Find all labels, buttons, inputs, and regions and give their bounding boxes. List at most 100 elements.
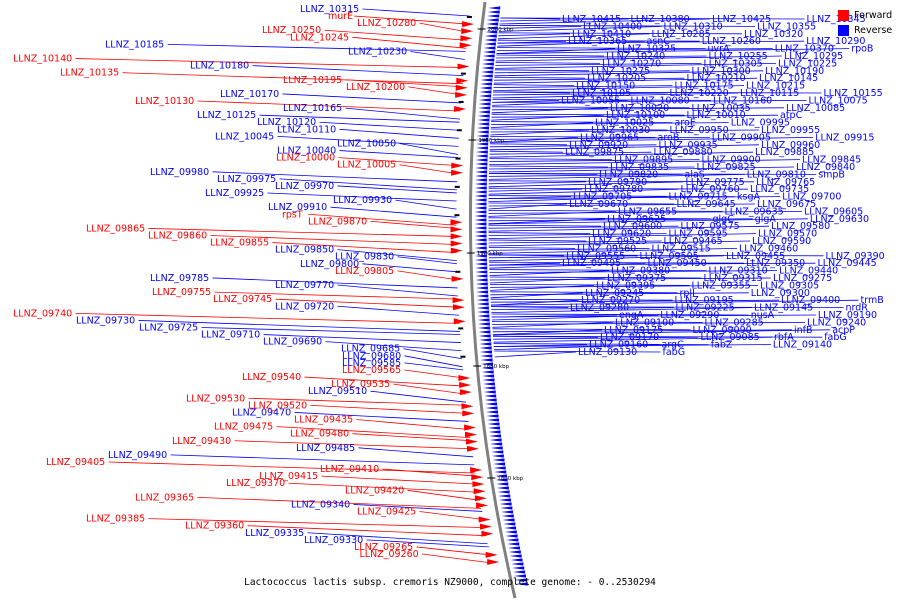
forward-gene-arrow [465, 438, 478, 445]
gene-features [450, 6, 528, 586]
gene-label-right: LLNZ_09225 [676, 303, 735, 314]
reverse-gene-arrow [488, 426, 501, 430]
reverse-gene-arrow [477, 110, 490, 114]
gene-label-right: LLNZ_09880 [654, 147, 713, 158]
gene-label-right: LLNZ_09645 [677, 199, 736, 210]
reverse-gene-arrow [481, 366, 494, 370]
gene-label-right: LLNZ_09380 [611, 266, 670, 277]
label-leader-line [492, 99, 712, 101]
small-feature-marker [460, 72, 466, 75]
label-leader-line [330, 206, 457, 218]
gene-label-right: LLNZ_09960 [761, 140, 820, 151]
gene-label-right: LLNZ_09350 [746, 258, 805, 269]
label-leader-line [490, 122, 594, 128]
gene-label-right: LLNZ_09440 [779, 266, 838, 277]
reverse-gene-arrow [483, 386, 496, 390]
reverse-gene-arrow [476, 142, 489, 146]
gene-label-right: LLNZ_09950 [670, 125, 729, 136]
gene-label-left: LLNZ_09745 [213, 294, 272, 305]
label-leader-line [488, 203, 756, 207]
gene-label-right: LLNZ_10225 [778, 58, 837, 69]
label-leader-line [304, 376, 465, 387]
label-leader-line [167, 43, 466, 52]
gene-label-right: fabZ [711, 340, 733, 351]
label-leader-line [148, 518, 485, 529]
label-leader-line [497, 39, 700, 42]
label-leader-line [337, 185, 457, 194]
label-leader-line [324, 29, 468, 41]
forward-gene-arrow [462, 21, 475, 28]
gene-label-right: LLNZ_10300 [692, 66, 751, 77]
gene-label-left: LLNZ_09475 [214, 422, 273, 433]
forward-gene-arrow [464, 424, 477, 431]
gene-label-right: alaS [685, 169, 705, 180]
gene-label-right: nusA [751, 310, 775, 321]
reverse-gene-arrow [494, 474, 507, 478]
gene-label-right: aroE [675, 118, 696, 129]
scale-tick-label: 2000 kbp [488, 27, 514, 33]
gene-label-right: LLNZ_09555 [566, 251, 625, 262]
label-leader-line [493, 336, 773, 343]
gene-label-right: LLNZ_09760 [681, 184, 740, 195]
label-leader-line [490, 136, 656, 138]
gene-label-right: LLNZ_09920 [569, 140, 628, 151]
label-leader-line [499, 18, 711, 25]
label-leader-line [263, 334, 461, 343]
reverse-gene-arrow [510, 558, 523, 562]
reverse-gene-arrow [492, 458, 505, 462]
gene-label-right: LLNZ_09790 [588, 177, 647, 188]
gene-label-right: LLNZ_09315 [704, 273, 763, 284]
label-leader-line [489, 166, 695, 170]
label-leader-line [307, 532, 488, 545]
gene-label-right: LLNZ_10255 [709, 51, 768, 62]
small-feature-marker [455, 157, 461, 160]
gene-label-left: LLNZ_09830 [335, 252, 394, 263]
label-leader-line [489, 166, 795, 173]
gene-label-right: LLNZ_09190 [818, 310, 877, 321]
reverse-gene-arrow [480, 358, 493, 362]
reverse-gene-arrow [488, 430, 501, 434]
label-leader-line [498, 26, 662, 32]
forward-gene-arrow [474, 495, 487, 502]
reverse-gene-arrow [485, 406, 498, 410]
label-leader-line [488, 240, 751, 247]
gene-label-left: LLNZ_09485 [296, 443, 355, 454]
gene-label-left: LLNZ_10185 [105, 39, 164, 50]
gene-label-right: LLNZ_10155 [824, 88, 883, 99]
label-leader-line [493, 335, 823, 338]
reverse-gene-arrow [475, 166, 488, 170]
gene-label-right: LLNZ_09495 [562, 258, 621, 269]
label-leader-line [491, 307, 753, 313]
label-leader-line [339, 128, 459, 139]
gene-label-right: LLNZ_09170 [600, 332, 659, 343]
reverse-gene-arrow [496, 482, 509, 486]
label-leader-line [321, 475, 478, 485]
gene-label-right: LLNZ_10275 [591, 66, 650, 77]
label-leader-line [488, 225, 770, 232]
genome-caption: Lactococcus lactis subsp. cremoris NZ900… [244, 577, 656, 588]
forward-gene-arrow [455, 84, 468, 91]
label-leader-line [495, 62, 601, 64]
forward-gene-arrow [461, 28, 474, 35]
reverse-gene-arrow [482, 58, 495, 62]
reverse-gene-arrow [496, 486, 509, 490]
label-leader-line [490, 137, 710, 140]
reverse-gene-arrow [501, 514, 514, 518]
gene-label-left: LLNZ_10230 [348, 46, 407, 57]
legend-item-reverse: Reverse [838, 23, 892, 38]
reverse-gene-arrow [508, 550, 521, 554]
gene-label-left: LLNZ_10135 [60, 68, 119, 79]
label-leader-line [395, 199, 457, 210]
forward-gene-arrow [454, 106, 467, 113]
reverse-gene-arrow [476, 138, 489, 142]
gene-label-right: LLNZ_09810 [747, 169, 806, 180]
gene-label-right: LLNZ_09885 [755, 147, 814, 158]
gene-label-left: LLNZ_09970 [275, 181, 334, 192]
gene-label-left: LLNZ_10005 [337, 160, 396, 171]
gene-label-right: LLNZ_09845 [802, 155, 861, 166]
label-leader-line [308, 213, 457, 226]
reverse-gene-arrow [474, 186, 487, 190]
gene-label-right: LLNZ_10320 [744, 29, 803, 40]
gene-label-right: LLNZ_09305 [760, 280, 819, 291]
gene-label-right: LLNZ_09145 [754, 303, 813, 314]
